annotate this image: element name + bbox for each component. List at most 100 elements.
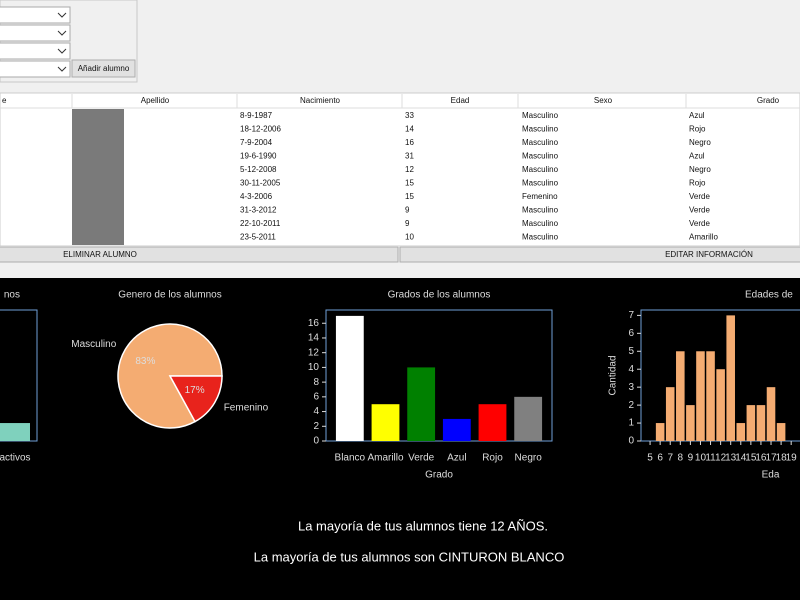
x-tick-label: 10: [695, 453, 707, 464]
bar: [716, 369, 725, 441]
x-tick-label: 17: [765, 453, 777, 464]
summary-line: La mayoría de tus alumnos tiene 12 AÑOS.: [298, 518, 548, 533]
y-tick-label: 3: [628, 382, 634, 393]
cell-image: [72, 109, 124, 245]
x-tick-label: 8: [678, 453, 684, 464]
x-tick-label: 9: [688, 453, 694, 464]
bar: [706, 351, 715, 441]
table-cell: 15: [405, 179, 414, 188]
column-header: Grado: [757, 96, 780, 105]
column-header: e: [2, 96, 7, 105]
table-cell: 10: [405, 233, 414, 242]
table-cell: Rojo: [689, 125, 706, 134]
y-tick-label: 7: [628, 310, 634, 321]
table-cell: 16: [405, 138, 414, 147]
slice-label: 17%: [185, 385, 205, 396]
table-cell: Masculino: [522, 152, 559, 161]
table-cell: 7-9-2004: [240, 138, 273, 147]
x-tick-label: 18: [776, 453, 788, 464]
bar: [696, 351, 705, 441]
combo-arrow: [57, 12, 67, 18]
delete-button[interactable]: [0, 246, 399, 263]
table-cell: 4-3-2006: [240, 192, 273, 201]
combo-arrow: [57, 48, 67, 54]
add-button-label: Añadir alumno: [78, 64, 130, 73]
table-cell: 18-12-2006: [240, 125, 281, 134]
table-cell: 14: [405, 125, 414, 134]
bar: [766, 387, 776, 441]
bar: [776, 423, 786, 441]
summary-line: La mayoría de tus alumnos son CINTURON B…: [254, 549, 565, 564]
table-cell: Masculino: [522, 138, 559, 147]
table-cell: 19-6-1990: [240, 152, 277, 161]
bar: [655, 423, 665, 441]
y-tick-label: 1: [628, 418, 634, 429]
x-tick-label: 16: [755, 453, 767, 464]
y-tick-label: 4: [313, 406, 319, 417]
edit-button-label: EDITAR INFORMACIÓN: [665, 250, 753, 259]
combobox[interactable]: [0, 60, 71, 78]
table-cell: Masculino: [522, 206, 559, 215]
y-tick-label: 10: [308, 362, 320, 373]
x-tick-label: 6: [657, 453, 663, 464]
table-cell: Verde: [689, 206, 710, 215]
column-header: Sexo: [594, 96, 613, 105]
table-cell: Femenino: [522, 192, 558, 201]
combobox[interactable]: [0, 24, 71, 42]
y-axis-label: Cantidad: [608, 355, 619, 395]
table-cell: 30-11-2005: [240, 179, 281, 188]
delete-button-label: ELIMINAR ALUMNO: [63, 250, 137, 259]
x-tick-label: 19: [786, 453, 798, 464]
chart-title: Grados de los alumnos: [388, 290, 491, 301]
x-tick-label: Amarillo: [367, 453, 404, 464]
y-tick-label: 6: [628, 328, 634, 339]
table-cell: 33: [405, 111, 414, 120]
combo-arrow: [57, 30, 67, 36]
table-cell: 12: [405, 165, 414, 174]
table-cell: Rojo: [689, 179, 706, 188]
x-tick-label: 11: [705, 453, 716, 464]
edit-button[interactable]: [399, 246, 800, 263]
bar: [736, 423, 746, 441]
y-tick-label: 0: [628, 436, 634, 447]
x-tick-label: Rojo: [482, 453, 503, 464]
bar: [746, 405, 756, 441]
x-axis-label: Grado: [425, 470, 453, 481]
legend-label: Femenino: [224, 402, 269, 413]
table-cell: Masculino: [522, 111, 559, 120]
table-cell: Masculino: [522, 125, 559, 134]
y-tick-label: 4: [628, 364, 634, 375]
bar: [371, 404, 400, 441]
table-cell: 9: [405, 206, 410, 215]
y-tick-label: 12: [308, 347, 320, 358]
bar: [665, 387, 675, 441]
combobox[interactable]: [0, 42, 71, 60]
pie-slice: [168, 375, 223, 423]
combobox[interactable]: [0, 6, 71, 24]
y-tick-label: 14: [308, 333, 320, 344]
table-cell: 22-10-2011: [240, 219, 281, 228]
table-cell: 23-5-2011: [240, 233, 276, 242]
bar: [686, 405, 695, 441]
plot-frame: [0, 309, 38, 442]
column-header: Edad: [451, 96, 470, 105]
y-tick-label: 16: [308, 318, 320, 329]
table-cell: Masculino: [522, 179, 559, 188]
table-cell: Masculino: [522, 165, 559, 174]
bar: [756, 405, 766, 441]
x-tick-label: 7: [667, 453, 673, 464]
bar: [514, 396, 543, 441]
chart-title: Edades de: [745, 290, 793, 301]
bar: [407, 367, 436, 441]
table-cell: 5-12-2008: [240, 165, 277, 174]
bar: [0, 423, 30, 441]
add-button[interactable]: [71, 59, 136, 78]
column-header: Nacimiento: [300, 96, 341, 105]
table-cell: 9: [405, 219, 410, 228]
table-cell: Masculino: [522, 233, 559, 242]
table: [0, 92, 800, 247]
x-tick-label: 15: [745, 453, 757, 464]
y-tick-label: 8: [313, 377, 319, 388]
